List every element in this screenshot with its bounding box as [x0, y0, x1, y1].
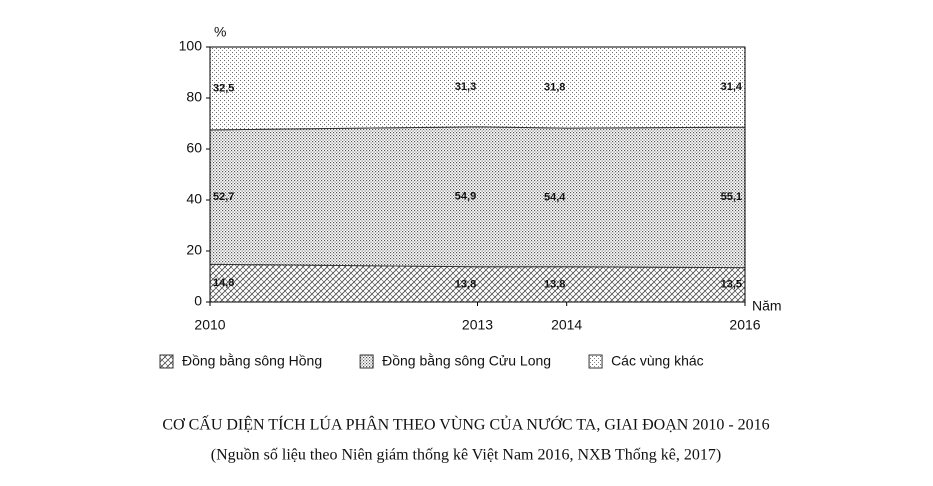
area	[209, 263, 746, 303]
value-label: 52,7	[213, 191, 234, 203]
legend-label: Đồng bằng sông Hồng	[182, 353, 322, 369]
legend-label: Các vùng khác	[611, 353, 704, 369]
value-label: 13,8	[544, 278, 565, 290]
value-label: 55,1	[721, 191, 742, 203]
value-label: 31,8	[544, 81, 565, 93]
chart-subtitle: (Nguồn số liệu theo Niên giám thống kê V…	[211, 447, 721, 464]
value-label: 14,8	[213, 277, 234, 289]
y-axis-label: %	[214, 24, 226, 40]
value-label: 13,5	[721, 279, 742, 291]
y-tick-label: 100	[179, 38, 203, 54]
legend-label: Đồng bằng sông Cửu Long	[382, 353, 551, 369]
area	[209, 126, 746, 269]
x-tick-label: 2016	[729, 317, 760, 333]
value-label: 54,4	[544, 191, 566, 203]
x-axis-label: Năm	[752, 298, 782, 314]
value-label: 31,4	[721, 81, 743, 93]
x-tick-label: 2014	[551, 317, 582, 333]
value-label: 31,3	[455, 81, 476, 93]
x-tick-label: 2010	[194, 317, 225, 333]
chart-title: CƠ CẤU DIỆN TÍCH LÚA PHÂN THEO VÙNG CỦA …	[162, 415, 769, 434]
y-tick-label: 40	[186, 191, 202, 207]
y-tick-label: 60	[186, 140, 202, 156]
value-label: 13,8	[455, 278, 476, 290]
y-tick-label: 20	[186, 242, 202, 258]
x-tick-label: 2013	[462, 317, 493, 333]
value-label: 32,5	[213, 82, 234, 94]
y-tick-label: 80	[186, 89, 202, 105]
legend-swatch	[359, 354, 374, 369]
y-tick-label: 0	[194, 293, 202, 309]
legend-swatch	[588, 354, 603, 369]
value-label: 54,9	[455, 191, 476, 203]
area	[209, 46, 746, 131]
legend-swatch	[159, 354, 174, 369]
